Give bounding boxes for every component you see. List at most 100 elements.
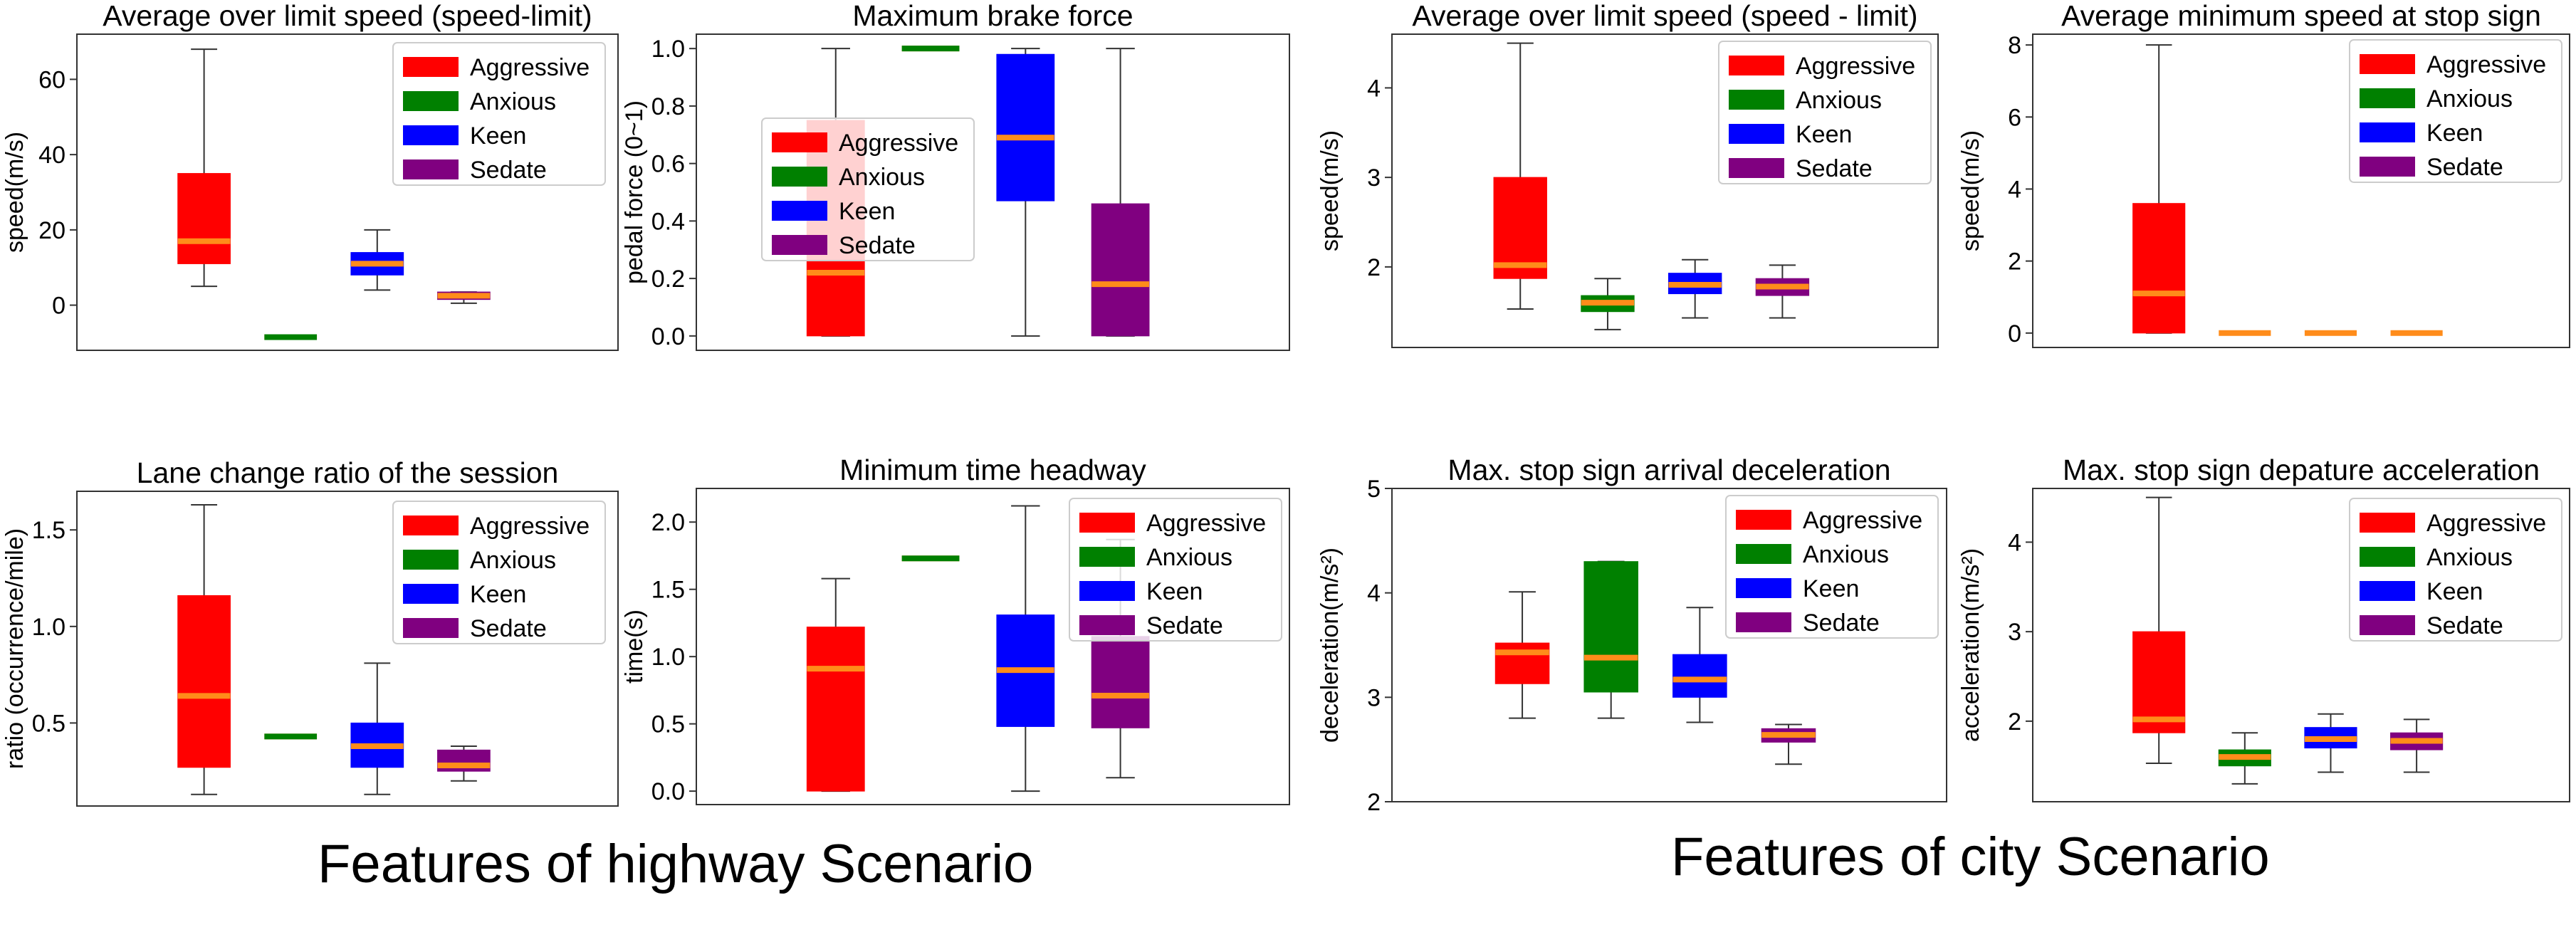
y-tick-label: 0 bbox=[2008, 320, 2021, 347]
box-sedate bbox=[1091, 48, 1150, 337]
legend: Aggressive Anxious Keen Sedate bbox=[761, 117, 975, 261]
legend-label: Keen bbox=[1803, 575, 1859, 602]
y-tick-label: 0.4 bbox=[651, 208, 685, 235]
y-tick-label: 0.0 bbox=[651, 323, 685, 350]
legend-label: Anxious bbox=[1146, 544, 1232, 571]
chart-4: Average minimum speed at stop sign speed(… bbox=[1957, 0, 2570, 348]
box-keen bbox=[1667, 258, 1722, 319]
legend-label: Aggressive bbox=[1796, 53, 1915, 80]
legend-label: Keen bbox=[2426, 578, 2483, 605]
y-tick-label: 8 bbox=[2008, 32, 2021, 59]
legend-swatch bbox=[403, 550, 459, 570]
chart-title: Average minimum speed at stop sign bbox=[2061, 0, 2541, 32]
legend: Aggressive Anxious Keen Sedate bbox=[2349, 498, 2562, 642]
highway-caption: Features of highway Scenario bbox=[318, 834, 1034, 894]
chart-title: Average over limit speed (speed-limit) bbox=[103, 0, 592, 32]
legend-swatch bbox=[1079, 513, 1135, 533]
legend-frame bbox=[1069, 498, 1282, 642]
box-anxious bbox=[1581, 278, 1635, 330]
plot-frame bbox=[76, 491, 619, 807]
legend-swatch bbox=[772, 235, 827, 255]
chart-title: Maximum brake force bbox=[852, 0, 1133, 32]
y-tick-label: 3 bbox=[1367, 684, 1381, 711]
legend-label: Sedate bbox=[1796, 155, 1873, 182]
legend-label: Sedate bbox=[470, 615, 547, 642]
legend-swatch bbox=[772, 201, 827, 221]
chart-8: Max. stop sign depature acceleration acce… bbox=[1957, 454, 2570, 802]
y-tick-label: 20 bbox=[38, 217, 66, 244]
legend-label: Keen bbox=[839, 198, 895, 225]
y-tick-label: 0 bbox=[52, 293, 66, 320]
y-axis-label: ratio (occurrence/mile) bbox=[1, 528, 28, 769]
plot-frame bbox=[2032, 33, 2570, 348]
y-tick-label: 2.0 bbox=[651, 509, 685, 536]
legend-swatch bbox=[1729, 124, 1784, 144]
y-tick-label: 0.0 bbox=[651, 778, 685, 805]
legend-label: Anxious bbox=[1796, 87, 1882, 114]
legend-swatch bbox=[2360, 88, 2415, 108]
box-keen bbox=[996, 48, 1055, 337]
legend-swatch bbox=[1729, 56, 1784, 75]
y-tick-label: 0.5 bbox=[651, 711, 685, 738]
y-tick-label: 1.0 bbox=[32, 614, 66, 641]
y-tick-label: 4 bbox=[1367, 75, 1381, 102]
y-tick-label: 3 bbox=[2008, 619, 2021, 646]
y-tick-label: 6 bbox=[2008, 104, 2021, 131]
legend-swatch bbox=[772, 167, 827, 187]
box-aggressive bbox=[806, 577, 865, 792]
y-axis-label: speed(m/s) bbox=[1316, 130, 1344, 251]
iqr-box bbox=[177, 595, 231, 768]
box-keen bbox=[2304, 713, 2357, 773]
box-sedate bbox=[437, 291, 491, 304]
legend-swatch bbox=[403, 57, 459, 77]
box-sedate bbox=[2390, 718, 2444, 773]
chart-title: Average over limit speed (speed - limit) bbox=[1412, 0, 1917, 32]
iqr-box bbox=[177, 173, 231, 264]
legend-label: Sedate bbox=[1803, 609, 1880, 637]
legend-swatch bbox=[2360, 615, 2415, 635]
legend: Aggressive Anxious Keen Sedate bbox=[2349, 39, 2562, 183]
box-keen bbox=[1672, 607, 1727, 723]
y-tick-label: 4 bbox=[2008, 176, 2021, 203]
plot-frame bbox=[1391, 488, 1947, 802]
legend-swatch bbox=[2360, 547, 2415, 567]
y-axis-label: speed(m/s) bbox=[1957, 130, 1984, 251]
iqr-box bbox=[2132, 631, 2186, 733]
box-aggressive bbox=[2132, 44, 2186, 334]
y-tick-label: 4 bbox=[1367, 580, 1381, 607]
legend-swatch bbox=[1079, 615, 1135, 635]
legend-swatch bbox=[1736, 612, 1791, 632]
box-aggressive bbox=[1493, 42, 1547, 310]
box-anxious bbox=[2218, 732, 2271, 785]
y-tick-label: 0.5 bbox=[32, 710, 66, 737]
box-aggressive bbox=[2132, 496, 2186, 764]
y-axis-label: speed(m/s) bbox=[1, 132, 28, 253]
legend: Aggressive Anxious Keen Sedate bbox=[1718, 41, 1932, 184]
legend-label: Aggressive bbox=[1146, 510, 1266, 537]
chart-2: Maximum brake force pedal force (0~1) 0.0 0… bbox=[621, 0, 1290, 351]
legend-label: Sedate bbox=[2426, 154, 2503, 181]
legend-label: Sedate bbox=[839, 232, 916, 259]
legend-swatch bbox=[2360, 122, 2415, 142]
legend-label: Aggressive bbox=[2426, 510, 2546, 537]
plot-frame bbox=[696, 488, 1290, 805]
box-aggressive bbox=[177, 503, 231, 795]
legend-swatch bbox=[1736, 544, 1791, 564]
legend-swatch bbox=[403, 159, 459, 179]
box-sedate bbox=[437, 745, 491, 782]
y-tick-label: 2 bbox=[2008, 248, 2021, 276]
chart-title: Lane change ratio of the session bbox=[137, 456, 559, 489]
legend-label: Sedate bbox=[2426, 612, 2503, 639]
plot-frame bbox=[696, 33, 1290, 351]
chart-3: Average over limit speed (speed - limit)… bbox=[1316, 0, 1939, 348]
iqr-box bbox=[1494, 642, 1550, 684]
legend-swatch bbox=[1079, 581, 1135, 601]
legend-label: Aggressive bbox=[1803, 507, 1922, 534]
y-tick-label: 2 bbox=[1367, 789, 1381, 816]
y-tick-label: 0.8 bbox=[651, 93, 685, 120]
box-keen bbox=[996, 505, 1055, 792]
chart-title: Minimum time headway bbox=[839, 454, 1146, 486]
legend-swatch bbox=[403, 91, 459, 111]
box-keen bbox=[350, 662, 404, 795]
legend-label: Anxious bbox=[839, 164, 925, 191]
